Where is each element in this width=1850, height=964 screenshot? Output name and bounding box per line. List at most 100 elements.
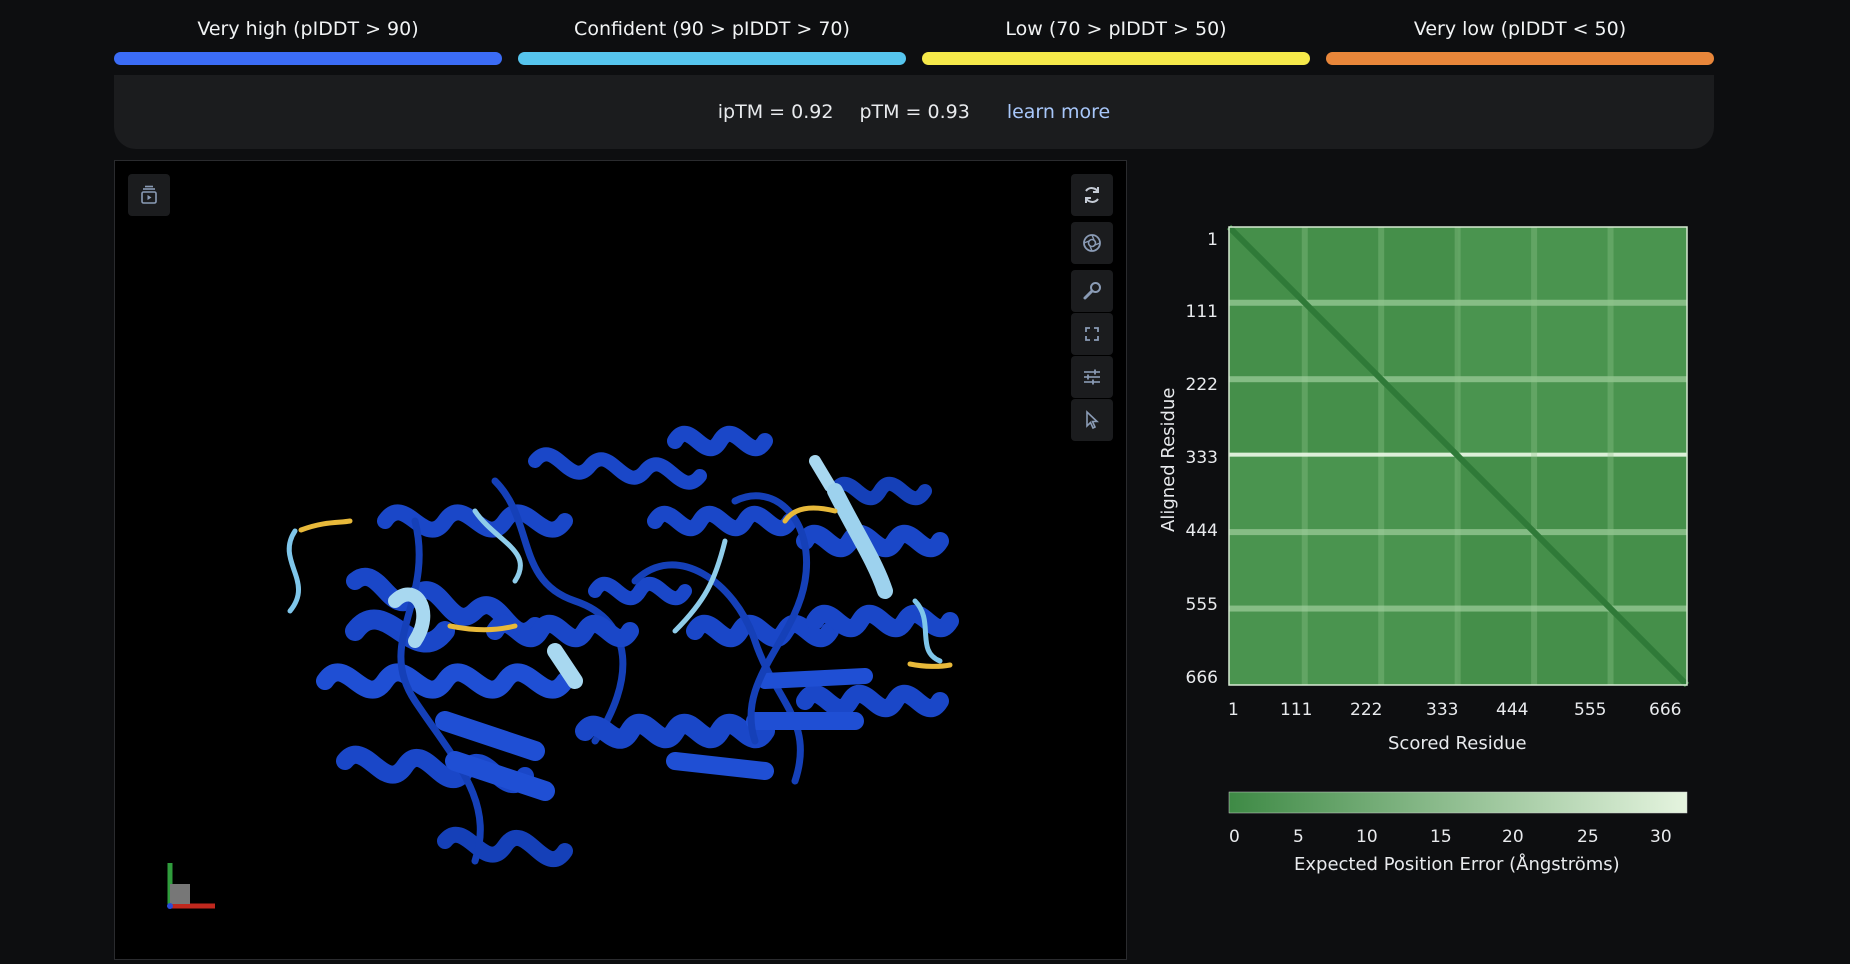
legend-low: Low (70 > pIDDT > 50)	[922, 18, 1310, 65]
y-tick: 111	[1185, 302, 1218, 322]
diagonal	[1226, 224, 1690, 688]
low-segment	[447, 623, 518, 633]
low-segment	[782, 505, 838, 524]
fullscreen-icon	[1085, 327, 1099, 341]
confident-segment	[912, 598, 943, 664]
x-tick: 333	[1426, 700, 1459, 720]
helix	[828, 476, 932, 506]
loop	[491, 477, 627, 745]
legend-bar	[114, 52, 502, 65]
refresh-icon	[1085, 187, 1099, 203]
helix	[336, 745, 534, 793]
reset-view-button[interactable]	[1071, 174, 1113, 216]
colorbar-tick: 0	[1229, 827, 1240, 847]
confident-segment	[809, 455, 836, 492]
helix	[528, 447, 707, 490]
y-tick: 1	[1207, 230, 1218, 250]
cursor-icon	[1086, 410, 1100, 430]
y-tick: 222	[1185, 375, 1218, 395]
y-tick: 555	[1185, 595, 1218, 615]
confident-segment	[388, 587, 431, 648]
legend-label: Very low (pIDDT < 50)	[1413, 18, 1627, 40]
confident-segment	[547, 643, 583, 689]
colorbar-label: Expected Position Error (Ångströms)	[1294, 854, 1620, 875]
legend-bar	[1326, 52, 1714, 65]
confident-segment	[827, 483, 893, 599]
high-error-row	[1229, 376, 1687, 383]
sheet	[445, 751, 555, 801]
helix	[806, 604, 959, 638]
colorbar-tick: 30	[1650, 827, 1672, 847]
confident-segment	[672, 538, 728, 634]
legend-label: Confident (90 > pIDDT > 70)	[574, 18, 850, 40]
y-tick: 333	[1185, 448, 1218, 468]
high-error-column	[1607, 227, 1614, 685]
x-tick: 444	[1496, 700, 1529, 720]
helix	[667, 425, 773, 457]
x-tick: 222	[1350, 700, 1383, 720]
colorbar-tick: 5	[1293, 827, 1304, 847]
legend-label: Low (70 > pIDDT > 50)	[1005, 18, 1227, 40]
x-tick: 555	[1574, 700, 1607, 720]
low-segment	[907, 661, 953, 669]
iptm-value: ipTM = 0.92	[717, 101, 834, 123]
helix	[345, 609, 455, 653]
colorbar-tick: 25	[1577, 827, 1599, 847]
x-axis-label: Scored Residue	[1388, 733, 1527, 754]
confident-segment	[472, 508, 523, 584]
helix	[686, 614, 839, 648]
high-error-column	[1531, 227, 1538, 685]
helix	[647, 505, 798, 537]
loop	[631, 561, 804, 785]
axis-gizmo	[167, 863, 215, 909]
legend-label: Very high (pIDDT > 90)	[197, 18, 419, 40]
helix	[437, 826, 573, 867]
sheet	[666, 752, 774, 780]
x-tick: 666	[1649, 700, 1682, 720]
high-error-row	[1229, 605, 1687, 612]
plddt-legend: Very high (pIDDT > 90) Confident (90 > p…	[114, 0, 1714, 70]
sheet	[757, 668, 873, 689]
high-error-row	[1229, 529, 1687, 536]
playback-panel-button[interactable]	[128, 174, 170, 216]
x-tick: 111	[1280, 700, 1313, 720]
learn-more-link[interactable]: learn more	[1006, 101, 1111, 123]
low-segment	[298, 518, 353, 533]
y-tick: 444	[1185, 521, 1218, 541]
loop	[397, 517, 484, 865]
y-axis-label: Aligned Residue	[1158, 387, 1179, 532]
x-tick: 1	[1228, 700, 1239, 720]
loop	[731, 492, 810, 745]
fullscreen-button[interactable]	[1071, 313, 1113, 355]
ptm-value: pTM = 0.93	[859, 101, 970, 123]
legend-bar	[922, 52, 1310, 65]
helix	[575, 713, 775, 749]
metrics-bar: ipTM = 0.92 pTM = 0.93 learn more	[114, 75, 1714, 149]
helix	[796, 684, 949, 718]
playback-panel-icon	[141, 185, 157, 204]
colorbar-tick: 10	[1356, 827, 1378, 847]
y-tick: 666	[1185, 668, 1218, 688]
legend-very-low: Very low (pIDDT < 50)	[1326, 18, 1714, 65]
tools-button[interactable]	[1071, 270, 1113, 312]
helix	[588, 576, 692, 606]
colorbar-tick: 20	[1502, 827, 1524, 847]
helix	[486, 614, 639, 648]
sheet	[435, 711, 545, 761]
high-error-row	[1229, 299, 1687, 306]
wrench-icon	[1083, 282, 1101, 300]
legend-bar	[518, 52, 906, 65]
sliders-icon	[1084, 369, 1100, 385]
colorbar-tick: 15	[1430, 827, 1452, 847]
confident-segment	[286, 528, 301, 614]
pae-heatmap-svg[interactable]	[1140, 160, 1740, 960]
screenshot-button[interactable]	[1071, 222, 1113, 264]
helix	[377, 504, 573, 538]
protein-structure	[167, 425, 959, 909]
camera-icon	[1083, 234, 1101, 252]
colorbar	[1228, 791, 1688, 814]
select-mode-button[interactable]	[1071, 399, 1113, 441]
settings-button[interactable]	[1071, 356, 1113, 398]
structure-viewer[interactable]	[114, 160, 1127, 960]
legend-confident: Confident (90 > pIDDT > 70)	[518, 18, 906, 65]
